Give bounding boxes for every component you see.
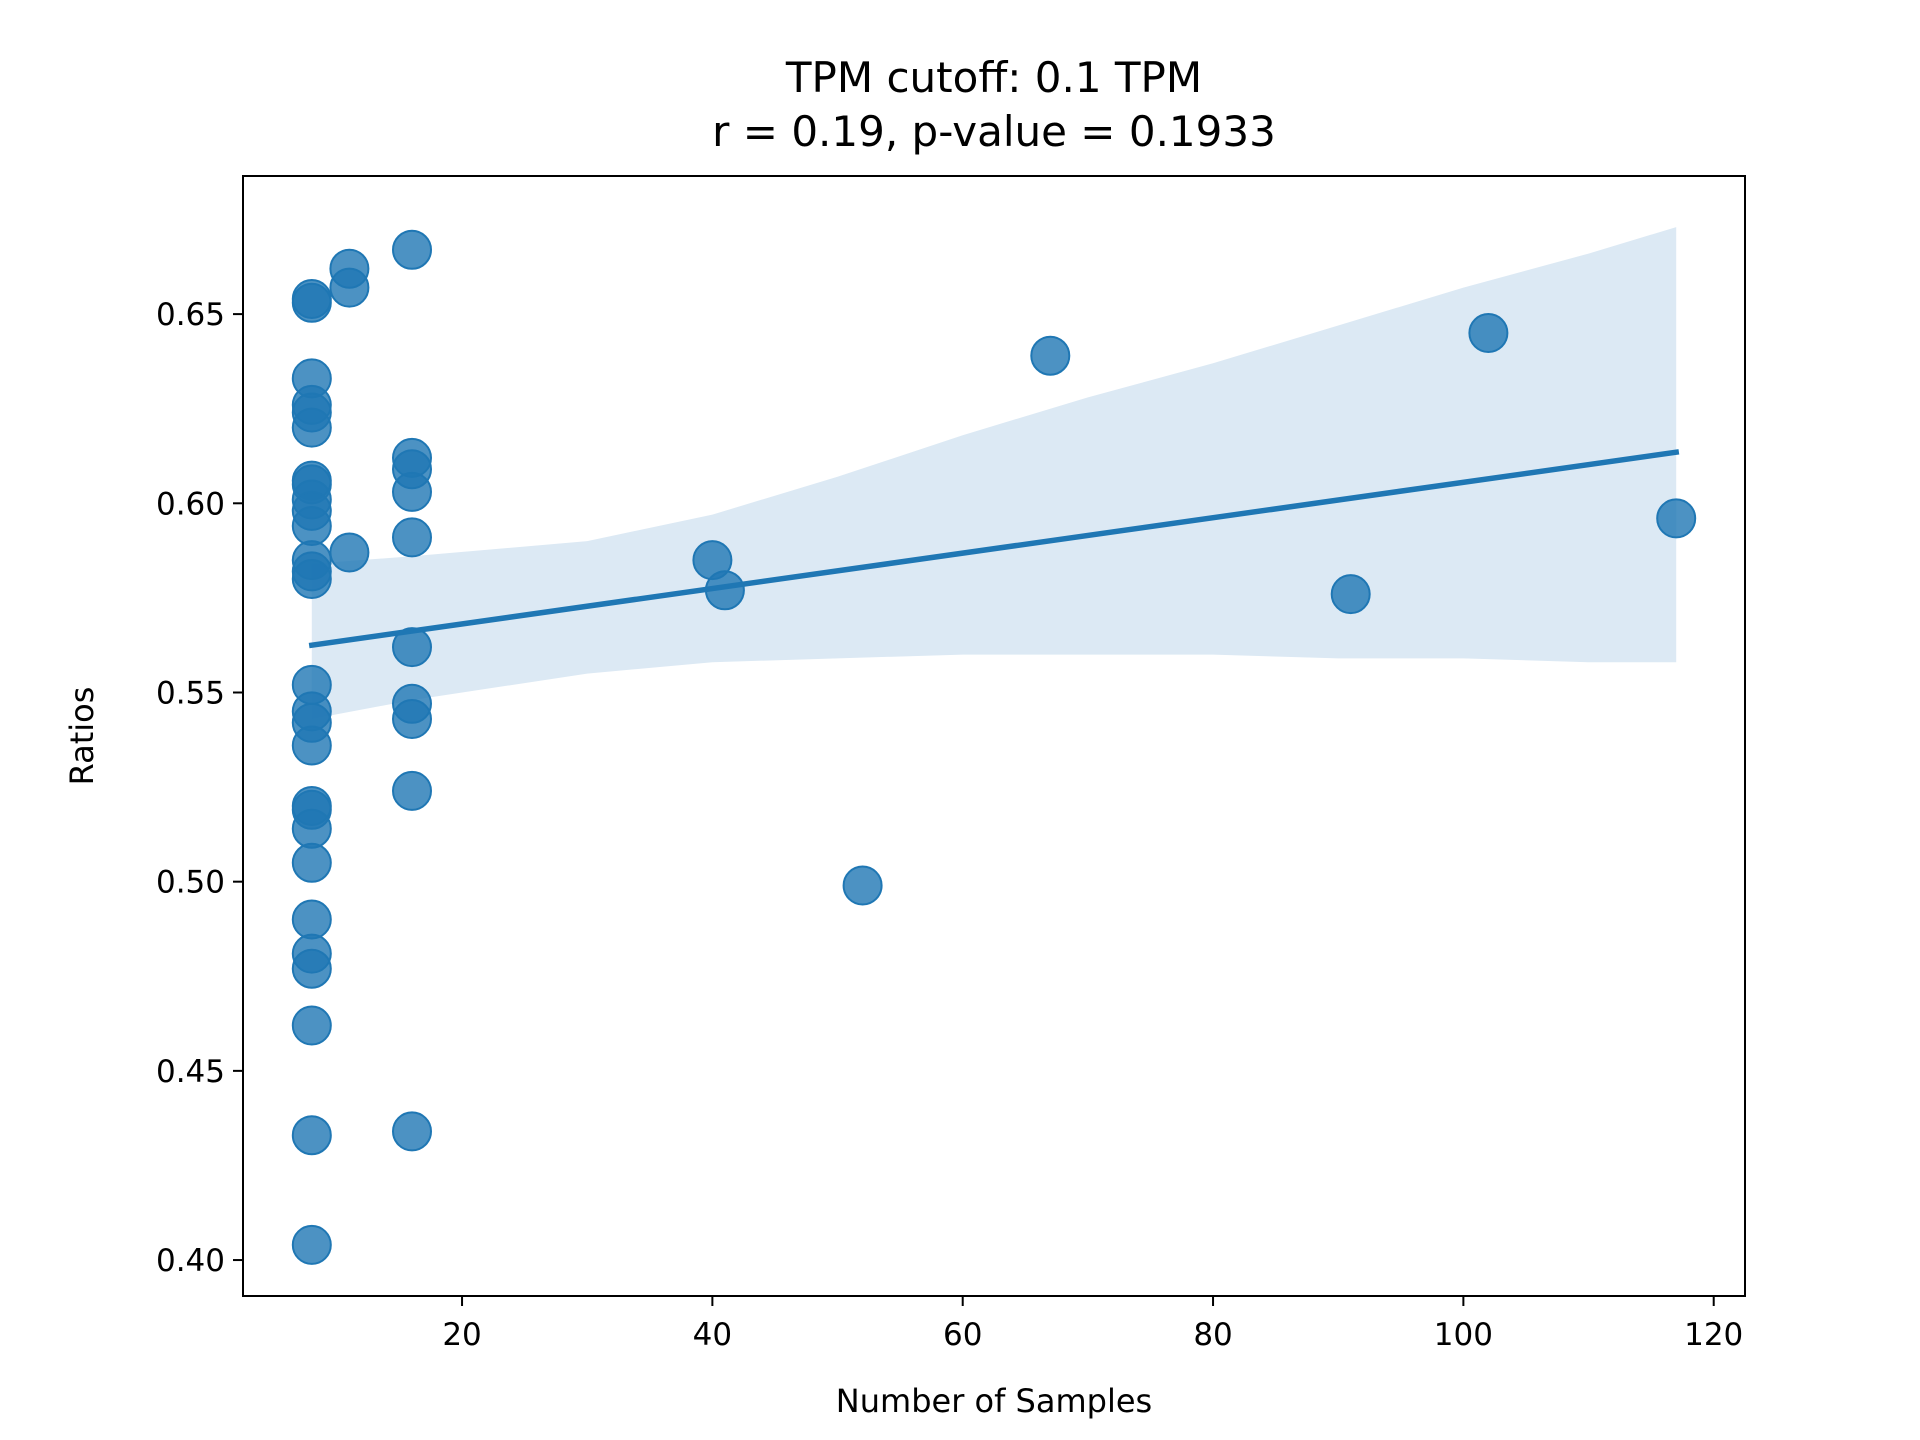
data-point <box>392 517 432 558</box>
points-layer <box>291 229 1697 1265</box>
x-axis-ticks: 20 40 60 80 100 120 <box>442 1296 1743 1353</box>
chart-title: TPM cutoff: 0.1 TPM <box>785 53 1202 102</box>
y-tick-label: 0.65 <box>156 297 225 333</box>
data-point <box>291 808 332 849</box>
y-tick-label: 0.60 <box>156 486 225 522</box>
data-point <box>291 899 332 940</box>
data-point <box>291 948 332 989</box>
data-point <box>392 229 432 270</box>
confidence-band-layer <box>311 227 1677 719</box>
x-tick-label: 80 <box>1193 1317 1232 1353</box>
data-point <box>392 1111 432 1152</box>
regression-line <box>308 449 1680 649</box>
data-point <box>1468 313 1509 353</box>
x-tick-label: 20 <box>442 1317 481 1353</box>
data-point <box>392 627 432 668</box>
data-point <box>291 559 332 599</box>
data-point <box>392 699 432 739</box>
data-point <box>291 1224 332 1265</box>
data-point <box>291 407 332 448</box>
data-point <box>291 1005 332 1046</box>
data-point <box>291 279 332 319</box>
y-tick-label: 0.40 <box>156 1243 225 1279</box>
data-point <box>1030 335 1071 376</box>
y-tick-label: 0.50 <box>156 865 225 901</box>
data-point <box>329 532 370 573</box>
x-tick-label: 40 <box>693 1317 732 1353</box>
data-point <box>291 725 332 766</box>
data-point <box>1330 574 1371 615</box>
x-tick-label: 120 <box>1684 1317 1743 1353</box>
regression-line-layer <box>308 449 1680 649</box>
data-point <box>329 267 370 308</box>
data-point <box>291 1115 332 1156</box>
y-tick-label: 0.45 <box>156 1054 225 1090</box>
data-point <box>1656 498 1697 539</box>
chart-subtitle: r = 0.19, p-value = 0.1933 <box>712 107 1276 156</box>
y-axis-label: Ratios <box>63 687 101 786</box>
y-tick-label: 0.55 <box>156 675 225 711</box>
y-axis-ticks: 0.40 0.45 0.50 0.55 0.60 0.65 <box>156 297 243 1279</box>
plot-frame <box>242 175 1746 1297</box>
data-point <box>291 842 332 883</box>
x-tick-label: 60 <box>943 1317 982 1353</box>
confidence-band <box>311 227 1677 719</box>
data-point <box>291 506 332 546</box>
data-point <box>842 865 883 906</box>
data-point <box>392 471 432 512</box>
x-axis-label: Number of Samples <box>836 1382 1152 1420</box>
data-point <box>392 770 432 811</box>
x-tick-label: 100 <box>1434 1317 1493 1353</box>
